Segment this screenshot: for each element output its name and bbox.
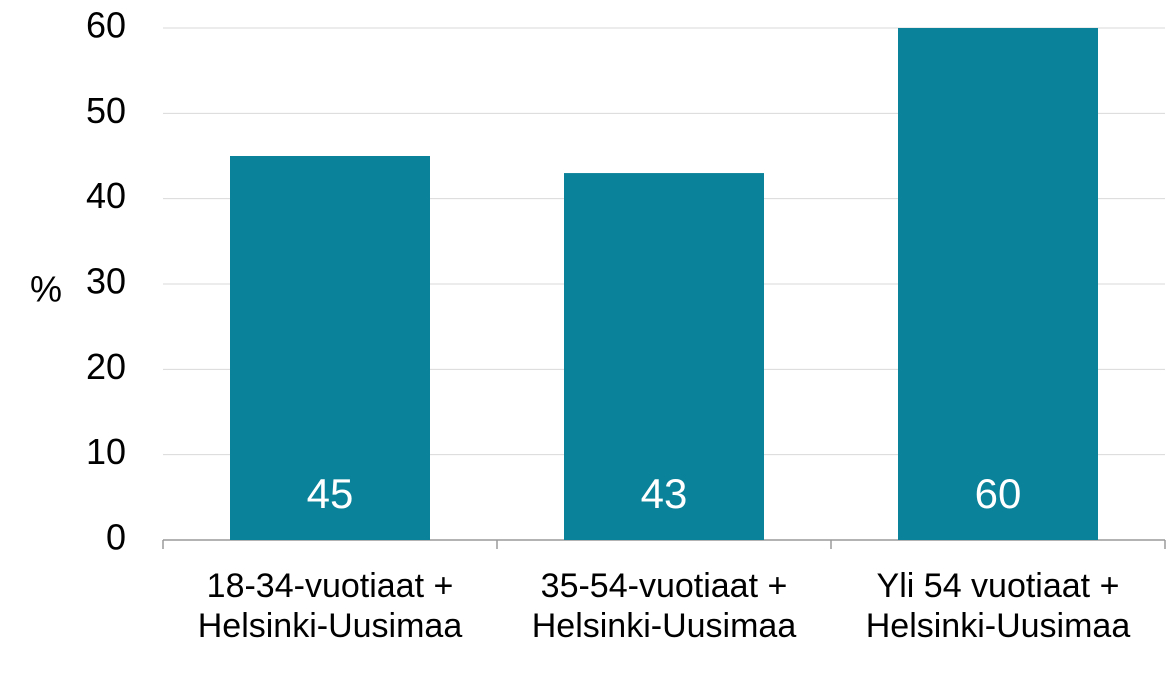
y-tick-label: 20 bbox=[86, 346, 126, 387]
data-label: 45 bbox=[307, 470, 354, 517]
data-label: 60 bbox=[975, 470, 1022, 517]
bar bbox=[898, 28, 1098, 540]
data-label: 43 bbox=[641, 470, 688, 517]
x-tick-label: Yli 54 vuotiaat + Helsinki-Uusimaa bbox=[865, 567, 1131, 645]
y-tick-label: 10 bbox=[86, 431, 126, 472]
y-tick-label: 60 bbox=[86, 5, 126, 46]
y-tick-label: 0 bbox=[106, 517, 126, 558]
bar bbox=[230, 156, 430, 540]
y-axis-label: % bbox=[30, 269, 62, 310]
x-tick-label: 18-34-vuotiaat + Helsinki-Uusimaa bbox=[197, 567, 463, 645]
y-tick-label: 40 bbox=[86, 175, 126, 216]
x-tick-label: 35-54-vuotiaat + Helsinki-Uusimaa bbox=[531, 567, 797, 645]
bar bbox=[564, 173, 764, 541]
y-tick-label: 30 bbox=[86, 261, 126, 302]
y-tick-label: 50 bbox=[86, 90, 126, 131]
